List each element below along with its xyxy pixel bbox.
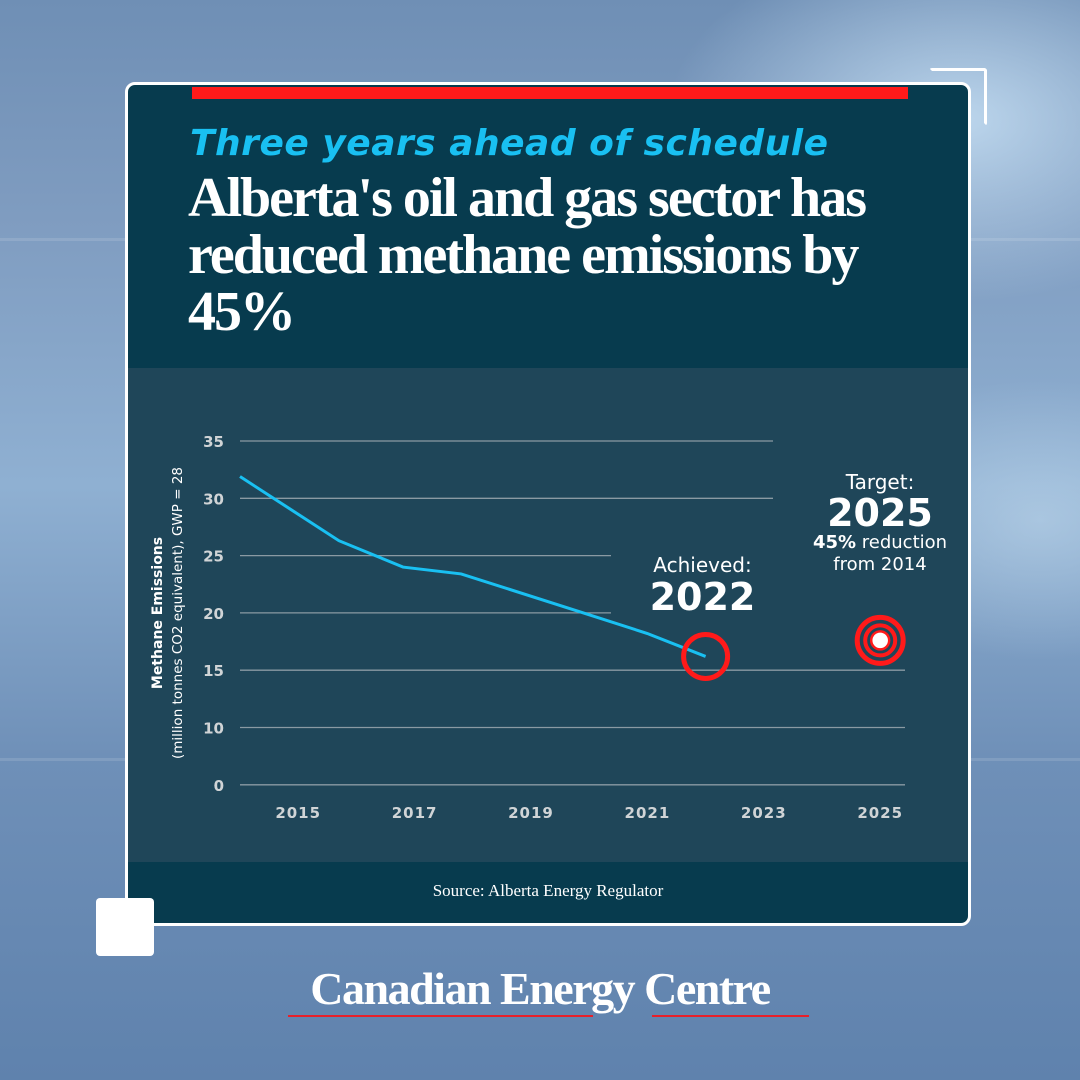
x-tick-label: 2025 bbox=[857, 804, 903, 822]
target-label: Target: bbox=[845, 470, 915, 494]
corner-square-decoration bbox=[96, 898, 154, 956]
achieved-marker bbox=[681, 631, 731, 681]
logo-underline bbox=[652, 1015, 809, 1017]
kicker: Three years ahead of schedule bbox=[190, 123, 829, 164]
y-tick-label: 30 bbox=[203, 490, 224, 508]
y-tick-label: 0 bbox=[214, 777, 224, 795]
y-tick-label: 15 bbox=[203, 662, 224, 680]
target-annotation: Target: 2025 45% reduction from 2014 bbox=[790, 470, 970, 576]
y-tick-label: 35 bbox=[203, 433, 224, 451]
target-marker-ring bbox=[863, 623, 898, 658]
corner-decoration bbox=[929, 68, 987, 126]
x-tick-label: 2015 bbox=[275, 804, 321, 822]
brand-logo: Canadian Energy Centre bbox=[310, 963, 771, 1014]
red-accent-bar bbox=[192, 87, 908, 99]
target-desc-2: from 2014 bbox=[833, 554, 927, 575]
achieved-annotation: Achieved: 2022 bbox=[620, 553, 785, 617]
source-note: Source: Alberta Energy Regulator bbox=[432, 881, 664, 900]
chart-area bbox=[128, 368, 968, 862]
target-desc: reduction bbox=[856, 532, 948, 553]
achieved-label: Achieved: bbox=[653, 553, 752, 577]
x-tick-label: 2019 bbox=[508, 804, 554, 822]
x-tick-label: 2017 bbox=[392, 804, 438, 822]
target-marker-outer bbox=[854, 614, 906, 666]
target-marker-dot bbox=[869, 630, 891, 651]
logo-underline bbox=[288, 1015, 593, 1017]
y-tick-label: 20 bbox=[203, 605, 224, 623]
y-axis-title: Methane Emissions bbox=[150, 537, 166, 689]
target-year: 2025 bbox=[827, 491, 933, 535]
x-tick-label: 2021 bbox=[625, 804, 671, 822]
emissions-line bbox=[239, 475, 707, 658]
y-tick-label: 25 bbox=[203, 548, 224, 566]
achieved-year: 2022 bbox=[649, 575, 756, 619]
headline: Alberta's oil and gas sector has reduced… bbox=[188, 167, 867, 343]
y-tick-label: 10 bbox=[203, 720, 224, 738]
target-percent: 45% bbox=[812, 532, 857, 553]
y-axis-subtitle: (million tonnes CO2 equivalent), GWP = 2… bbox=[170, 467, 186, 759]
x-tick-label: 2023 bbox=[741, 804, 787, 822]
